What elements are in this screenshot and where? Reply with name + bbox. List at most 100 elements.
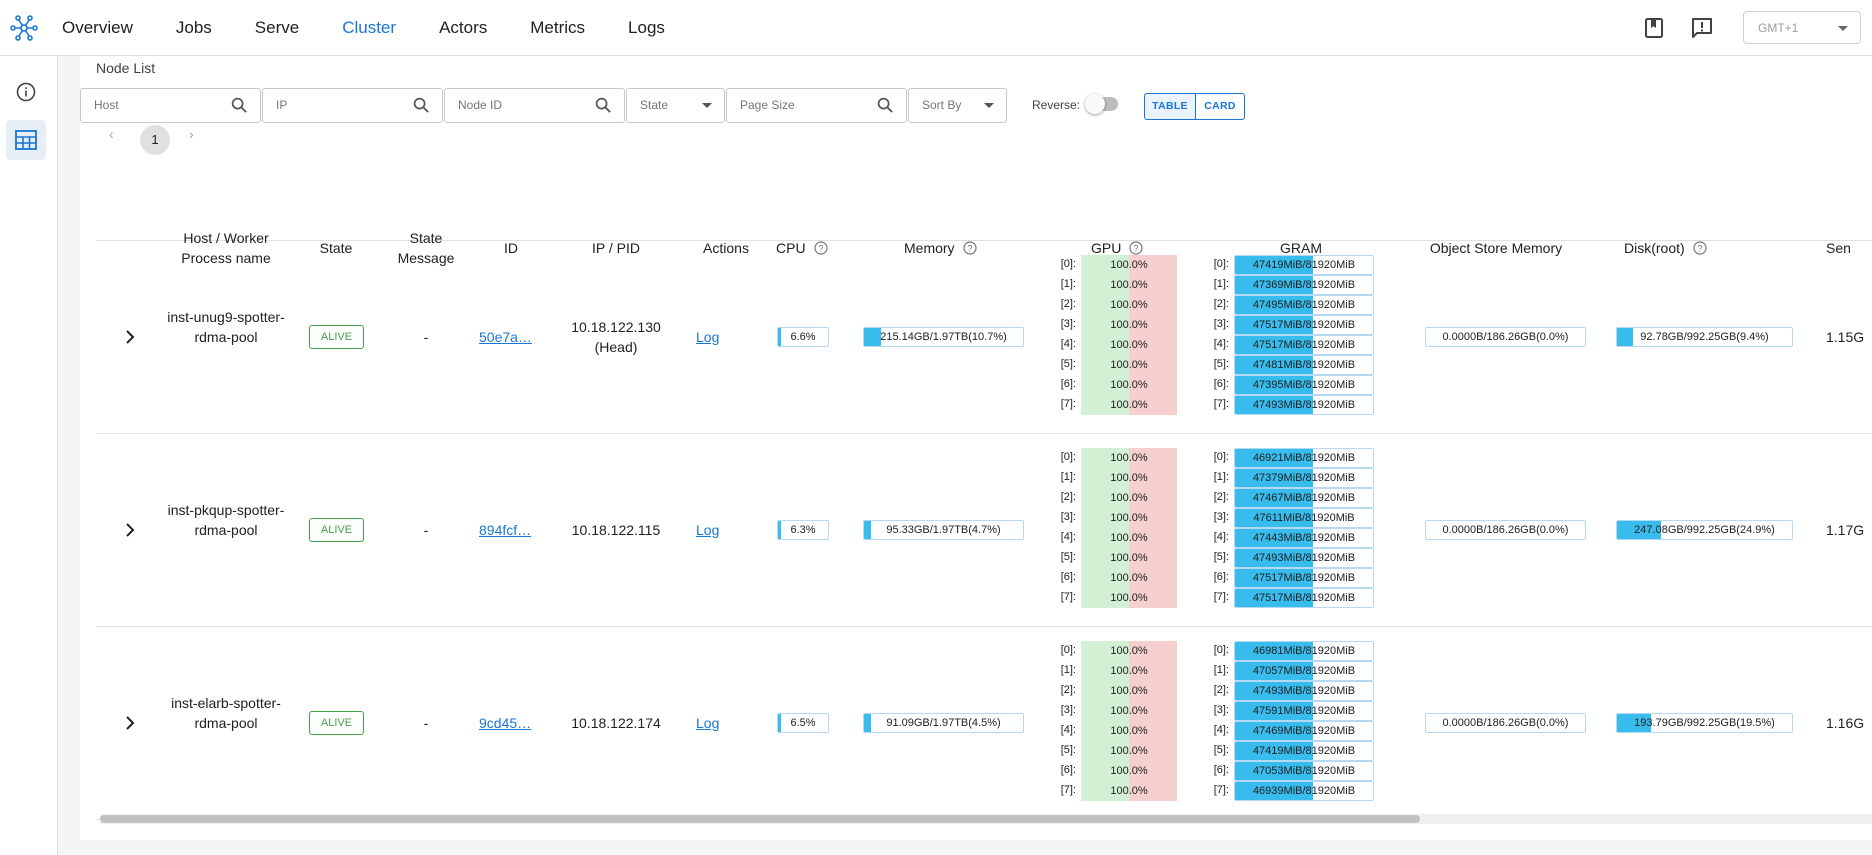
nav-overview[interactable]: Overview: [62, 18, 133, 37]
nav-metrics[interactable]: Metrics: [530, 18, 586, 37]
disk-usage-bar: 247.08GB/992.25GB(24.9%): [1616, 520, 1793, 540]
ray-logo-icon[interactable]: [8, 12, 40, 44]
col-state-message[interactable]: State Message: [397, 230, 455, 266]
gpu-utilization-bar: 100.0%: [1081, 661, 1177, 681]
log-link[interactable]: Log: [696, 522, 720, 538]
node-id-link[interactable]: 894fcf…: [479, 522, 532, 538]
sort-by-select[interactable]: Sort By: [908, 88, 1007, 123]
gram-usage-bar: 47395MiB/81920MiB: [1234, 375, 1374, 395]
gram-index-label: [3]:: [1213, 318, 1229, 330]
chevron-right-icon[interactable]: [124, 716, 136, 730]
book-icon[interactable]: [1642, 16, 1666, 40]
timezone-select[interactable]: GMT+1: [1743, 11, 1861, 44]
col-id[interactable]: ID: [504, 240, 518, 256]
col-disk[interactable]: Disk(root)?: [1624, 238, 1744, 258]
timezone-value: GMT+1: [1758, 21, 1799, 35]
disk-usage-fill: [1617, 521, 1661, 539]
node-id-link[interactable]: 50e7a…: [479, 329, 532, 345]
gram-usage-bar: 47481MiB/81920MiB: [1234, 355, 1374, 375]
col-memory[interactable]: Memory?: [904, 238, 1004, 258]
host-filter-input[interactable]: Host: [80, 88, 261, 123]
nav-cluster[interactable]: Cluster: [342, 18, 397, 37]
gram-usage-fill: [1235, 509, 1313, 527]
help-icon[interactable]: ?: [1693, 241, 1707, 255]
ip-address: 10.18.122.174: [571, 715, 661, 731]
ip-filter-input[interactable]: IP: [262, 88, 443, 123]
nav-jobs[interactable]: Jobs: [175, 18, 212, 37]
feedback-icon[interactable]: [1690, 16, 1714, 40]
nav-actors[interactable]: Actors: [439, 18, 488, 37]
disk-usage-fill: [1617, 714, 1652, 732]
gram-index-label: [1]:: [1213, 471, 1229, 483]
help-icon[interactable]: ?: [1129, 241, 1143, 255]
gpu-index-label: [5]:: [1060, 358, 1076, 370]
memory-usage-fill: [864, 521, 872, 539]
panel-title: Node List: [96, 60, 156, 76]
col-state[interactable]: State: [319, 240, 353, 256]
status-badge: ALIVE: [309, 711, 364, 735]
cpu-usage-fill: [778, 714, 782, 732]
state-filter-select[interactable]: State: [626, 88, 725, 123]
gram-index-label: [5]:: [1213, 551, 1229, 563]
sidebar-table-button[interactable]: [6, 120, 46, 160]
nav-logs[interactable]: Logs: [628, 18, 665, 37]
log-link[interactable]: Log: [696, 715, 720, 731]
page-size-input[interactable]: Page Size: [726, 88, 907, 123]
gram-index-label: [2]:: [1213, 298, 1229, 310]
gram-usage-fill: [1235, 742, 1313, 760]
state-message: -: [423, 329, 429, 345]
gram-usage-bar: 46981MiB/81920MiB: [1234, 641, 1374, 661]
table-header: Host / Worker Process name State State M…: [96, 166, 1872, 266]
col-sent[interactable]: Sen: [1826, 240, 1851, 256]
page-1-button[interactable]: 1: [140, 125, 170, 155]
scrollbar-thumb[interactable]: [100, 815, 1420, 823]
col-gpu[interactable]: GPU?: [1091, 238, 1161, 258]
gpu-utilization-bar: 100.0%: [1081, 355, 1177, 375]
help-icon[interactable]: ?: [962, 241, 977, 255]
gpu-utilization-bar: 100.0%: [1081, 781, 1177, 801]
table-view-button[interactable]: TABLE: [1144, 93, 1196, 120]
host-name: inst-pkqup-spotter-rdma-pool: [167, 502, 285, 538]
gram-usage-fill: [1235, 682, 1313, 700]
gram-usage-bar: 47517MiB/81920MiB: [1234, 315, 1374, 335]
gram-usage-fill: [1235, 642, 1313, 660]
gpu-index-label: [2]:: [1060, 684, 1076, 696]
horizontal-scrollbar[interactable]: [100, 814, 1872, 824]
col-gram[interactable]: GRAM: [1280, 240, 1322, 256]
gram-index-label: [0]:: [1213, 644, 1229, 656]
gpu-index-label: [1]:: [1060, 471, 1076, 483]
col-object-store[interactable]: Object Store Memory: [1429, 240, 1563, 256]
host-placeholder: Host: [94, 98, 119, 112]
gpu-index-label: [6]:: [1060, 571, 1076, 583]
chevron-right-icon[interactable]: [124, 523, 136, 537]
node-id-link[interactable]: 9cd45…: [479, 715, 532, 731]
reverse-label: Reverse:: [1032, 98, 1081, 112]
gram-usage-fill: [1235, 762, 1313, 780]
toggle-knob: [1085, 94, 1105, 114]
nav-serve[interactable]: Serve: [254, 18, 300, 37]
card-view-button[interactable]: CARD: [1195, 93, 1245, 120]
sidebar-info-button[interactable]: [6, 72, 46, 112]
prev-page-button[interactable]: ‹: [109, 126, 114, 142]
gpu-utilization-bar: 100.0%: [1081, 295, 1177, 315]
next-page-button[interactable]: ›: [189, 126, 194, 142]
reverse-toggle[interactable]: [1085, 94, 1118, 114]
col-actions[interactable]: Actions: [703, 240, 749, 256]
memory-usage-fill: [864, 714, 872, 732]
col-host[interactable]: Host / Worker Process name: [181, 230, 271, 266]
log-link[interactable]: Log: [696, 329, 720, 345]
gram-usage-bar: 47057MiB/81920MiB: [1234, 661, 1374, 681]
help-icon[interactable]: ?: [813, 241, 828, 255]
col-ip-pid[interactable]: IP / PID: [592, 240, 640, 256]
gpu-utilization-bar: 100.0%: [1081, 701, 1177, 721]
gram-index-label: [2]:: [1213, 684, 1229, 696]
caret-down-icon: [1838, 26, 1848, 31]
chevron-right-icon[interactable]: [124, 330, 136, 344]
main-nav: Overview Jobs Serve Cluster Actors Metri…: [62, 0, 708, 56]
gpu-index-label: [0]:: [1060, 258, 1076, 270]
node-id-filter-input[interactable]: Node ID: [444, 88, 625, 123]
gpu-utilization-bar: 100.0%: [1081, 761, 1177, 781]
col-cpu[interactable]: CPU?: [776, 238, 846, 258]
gpu-index-label: [4]:: [1060, 531, 1076, 543]
gpu-index-label: [0]:: [1060, 644, 1076, 656]
